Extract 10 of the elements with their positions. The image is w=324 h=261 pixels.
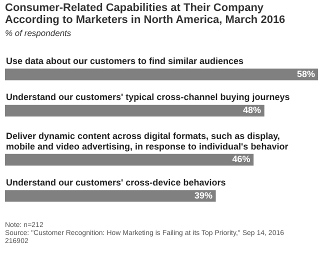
data-label: 58%: [296, 68, 315, 79]
y-tick-label: Understand our customers' typical cross-channel buying journeys: [6, 92, 290, 102]
data-label: 39%: [194, 190, 212, 200]
y-tick-label: Deliver dynamic content across digital formats, such as display, mobile and video advertising, in response to individual's behavior: [6, 130, 289, 152]
chart-title: Consumer-Related Capabilities at Their Company According to Marketers in North America, March 2016: [5, 2, 286, 26]
y-tick-label: Understand our customers' cross-device behaviors: [6, 177, 226, 188]
data-label: 46%: [232, 154, 250, 164]
y-tick-label: Use data about our customers to find similar audiences: [6, 56, 244, 66]
chart-subtitle: % of respondents: [5, 28, 72, 38]
data-label: 48%: [243, 105, 262, 116]
